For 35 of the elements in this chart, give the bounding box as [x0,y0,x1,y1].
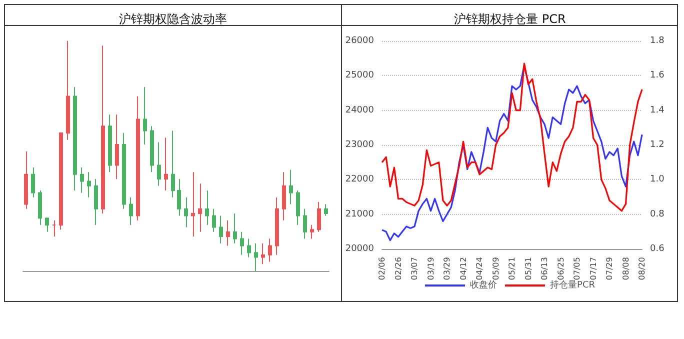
y2-tick-label: 1.6 [650,70,664,81]
y2-tick-label: 1.8 [650,36,664,46]
chart-title: 沪锌期权隐含波动率 [119,12,227,26]
x-tick-label: 06/25 [556,257,565,280]
y2-tick-label: 1.4 [650,105,664,116]
x-tick-label: 04/24 [474,257,484,280]
x-tick-label: 03/07 [410,257,418,280]
x-tick-label: 05/31 [523,257,532,280]
x-tick-label: 05/09 [490,257,500,280]
x-tick-label: 06/13 [540,257,548,280]
y2-tick-label: 0.8 [650,209,664,220]
y2-tick-label: 1.0 [650,174,664,185]
y-tick-label: 23000 [344,140,374,150]
y-tick-label: 25000 [344,70,374,81]
x-tick-label: 05/21 [507,257,516,280]
x-tick-label: 08/20 [637,257,646,280]
y-tick-label: 21000 [344,209,374,220]
y-tick-label: 24000 [344,105,374,116]
x-tick-label: 03/19 [426,257,435,280]
x-tick-label: 07/29 [604,257,614,280]
y2-tick-label: 0.6 [650,244,664,254]
y-tick-label: 22000 [344,174,374,185]
x-tick-label: 07/17 [588,257,598,280]
x-tick-label: 02/06 [377,257,386,280]
chart-title: 沪锌期权持仓量 PCR [454,12,566,26]
x-tick-label: 07/05 [572,257,581,280]
y-tick-label: 26000 [344,36,374,46]
x-tick-label: 03/29 [442,257,451,280]
y2-tick-label: 1.2 [650,140,664,150]
y-tick-label: 20000 [344,244,374,254]
legend-label: 持仓量PCR [550,280,594,290]
legend-label: 收盘价 [470,280,497,290]
x-tick-label: 08/08 [620,257,630,280]
x-tick-label: 04/12 [458,257,468,280]
x-tick-label: 02/26 [393,257,402,280]
